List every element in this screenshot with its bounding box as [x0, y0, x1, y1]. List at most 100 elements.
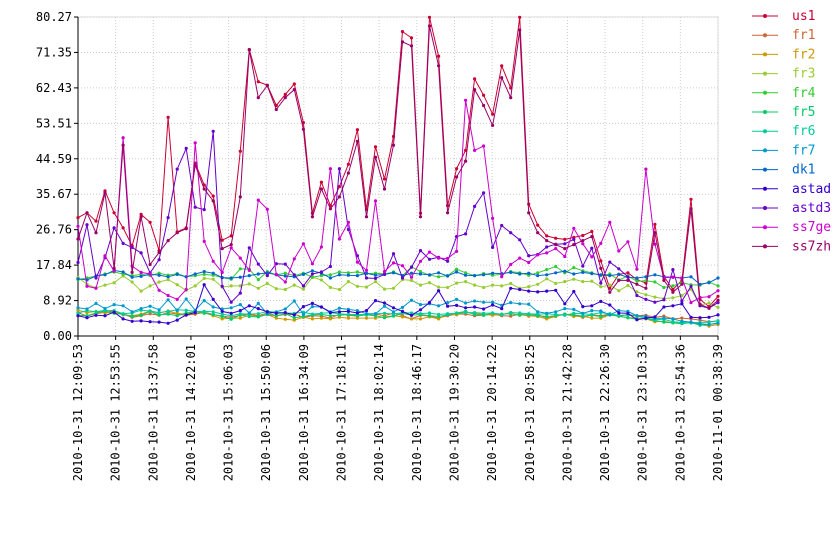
data-point — [545, 268, 549, 272]
data-point — [563, 280, 567, 284]
data-point — [608, 274, 612, 278]
data-point — [626, 283, 630, 288]
data-point — [509, 281, 513, 286]
data-point — [698, 322, 702, 326]
data-point — [680, 302, 684, 306]
data-point — [103, 254, 107, 258]
data-point — [590, 309, 594, 313]
data-point — [653, 242, 657, 246]
data-point — [608, 313, 612, 317]
data-point — [689, 315, 693, 319]
data-point — [148, 312, 152, 316]
data-point — [319, 305, 323, 309]
data-point — [446, 274, 450, 278]
data-point — [563, 254, 567, 259]
data-point — [509, 270, 513, 274]
legend-marker — [763, 206, 767, 210]
data-point — [509, 311, 513, 315]
data-point — [328, 273, 332, 277]
data-point — [437, 285, 441, 289]
data-point — [337, 195, 341, 199]
data-point — [716, 319, 720, 323]
data-point — [427, 15, 432, 19]
data-point — [437, 289, 441, 293]
data-point — [608, 220, 612, 224]
y-tick-label: 71.35 — [36, 45, 72, 59]
data-point — [644, 275, 648, 279]
legend-marker — [763, 71, 767, 76]
data-point — [193, 272, 197, 276]
data-point — [364, 285, 369, 289]
data-point — [121, 143, 125, 147]
data-point — [202, 272, 206, 276]
data-point — [536, 271, 540, 275]
data-point — [518, 28, 522, 32]
data-point — [437, 304, 441, 308]
data-point — [626, 311, 630, 315]
data-point — [626, 240, 630, 244]
data-point — [319, 180, 323, 184]
data-point — [76, 311, 80, 315]
data-point — [418, 303, 423, 307]
data-point — [292, 299, 296, 303]
data-point — [689, 275, 693, 279]
data-point — [211, 271, 215, 275]
data-point — [373, 276, 378, 280]
data-point — [409, 275, 414, 279]
data-point — [175, 283, 179, 287]
data-point — [139, 319, 143, 323]
series-astad — [76, 283, 720, 325]
legend-marker — [763, 225, 767, 230]
data-point — [563, 237, 567, 241]
data-point — [473, 77, 477, 81]
data-point — [346, 280, 350, 284]
data-point — [437, 317, 441, 321]
data-point — [464, 232, 468, 236]
data-point — [527, 211, 531, 215]
data-point — [491, 311, 495, 315]
data-point — [437, 256, 441, 260]
data-point — [346, 271, 350, 275]
y-tick-label: 80.27 — [36, 10, 72, 24]
data-point — [247, 311, 251, 315]
legend-marker — [763, 110, 767, 114]
data-point — [256, 286, 260, 290]
data-point — [653, 300, 657, 304]
data-point — [301, 305, 305, 309]
data-point — [418, 272, 423, 276]
legend-label: fr2 — [792, 47, 815, 62]
data-point — [130, 275, 134, 279]
data-point — [563, 269, 567, 273]
data-point — [346, 227, 350, 232]
data-point — [418, 215, 423, 219]
data-point — [229, 243, 233, 247]
data-point — [599, 241, 603, 245]
legend-marker — [763, 14, 767, 18]
data-point — [545, 277, 549, 281]
data-point — [437, 312, 441, 317]
data-point — [211, 305, 215, 309]
data-point — [211, 277, 215, 281]
data-point — [427, 273, 432, 277]
data-point — [536, 282, 540, 286]
data-point — [382, 311, 387, 315]
data-point — [491, 283, 495, 287]
data-point — [220, 270, 224, 274]
y-tick-label: 0.00 — [43, 329, 72, 343]
data-point — [464, 306, 468, 310]
data-point — [373, 312, 378, 316]
data-point — [572, 243, 576, 247]
data-point — [509, 314, 513, 318]
data-point — [157, 320, 161, 324]
data-point — [337, 185, 341, 189]
data-point — [292, 313, 296, 317]
series-group — [76, 15, 720, 328]
data-point — [274, 311, 278, 315]
data-point — [509, 286, 513, 290]
data-point — [518, 302, 522, 306]
data-point — [509, 301, 513, 305]
data-point — [554, 310, 558, 314]
data-point — [572, 237, 576, 241]
data-point — [482, 285, 486, 290]
data-point — [382, 270, 387, 274]
